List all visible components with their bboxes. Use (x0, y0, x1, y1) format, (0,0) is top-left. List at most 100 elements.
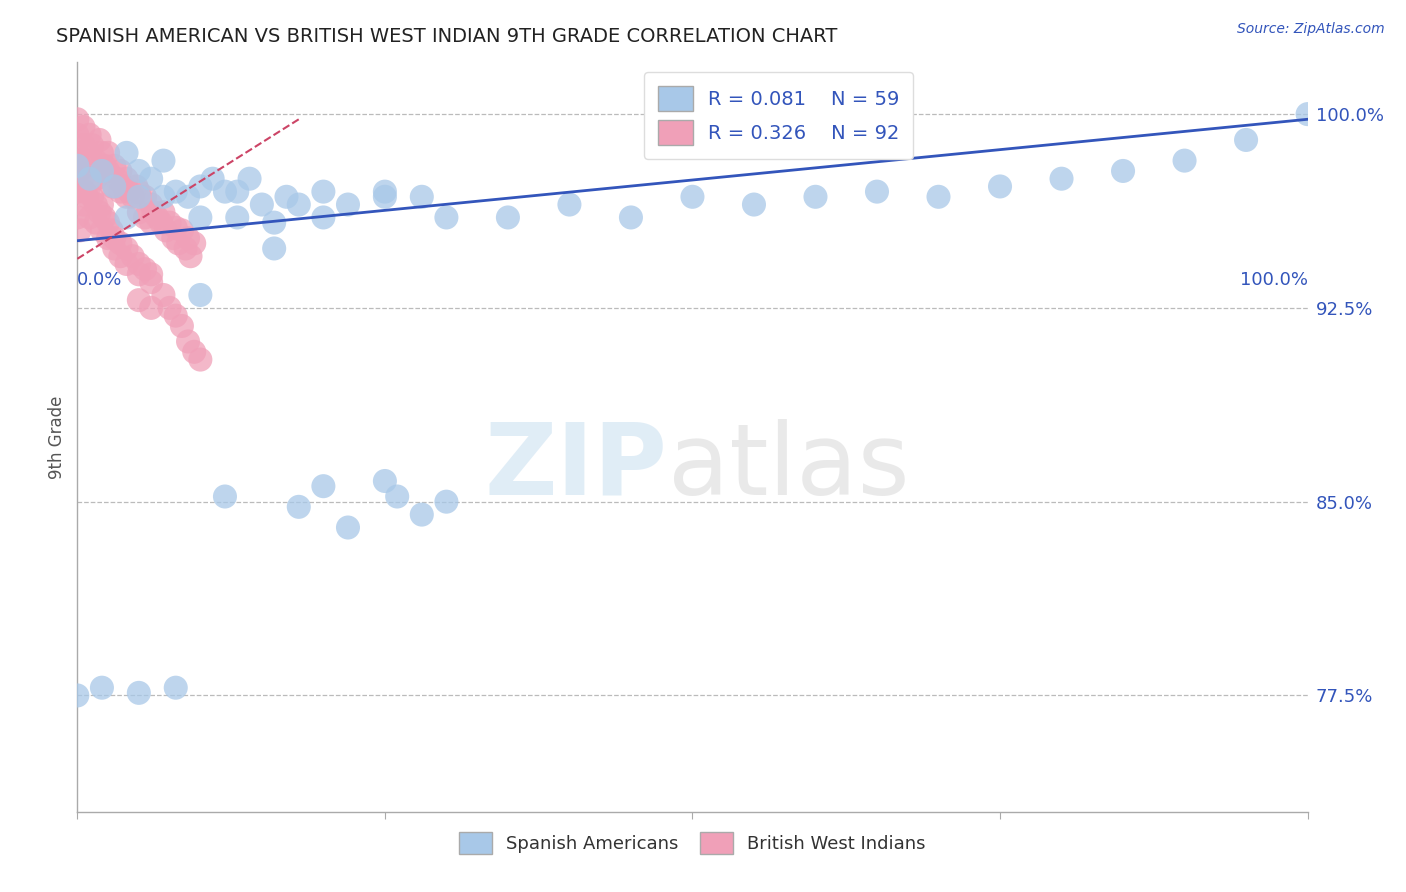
Point (76, 153, 98, 168)
Point (72, 197, 94, 211)
Point (165, 681, 187, 695)
Point (128, 268, 150, 282)
Point (337, 520, 360, 534)
Point (159, 216, 181, 230)
Point (170, 318, 193, 333)
Point (1112, 164, 1135, 178)
Point (112, 179, 135, 194)
Point (128, 257, 150, 271)
Point (89, 133, 111, 147)
Point (69, 223, 91, 237)
Text: SPANISH AMERICAN VS BRITISH WEST INDIAN 9TH GRADE CORRELATION CHART: SPANISH AMERICAN VS BRITISH WEST INDIAN … (56, 27, 838, 45)
Point (89, 205, 111, 219)
Point (118, 185, 141, 199)
Point (177, 334, 200, 349)
Point (141, 171, 163, 186)
Point (125, 179, 148, 194)
Point (165, 220, 187, 235)
Point (134, 211, 156, 225)
Point (115, 242, 138, 256)
Point (128, 185, 150, 199)
Point (103, 231, 125, 245)
Point (115, 257, 138, 271)
Point (128, 190, 150, 204)
Point (682, 190, 704, 204)
Point (496, 211, 519, 225)
Point (312, 211, 335, 225)
Point (312, 479, 335, 493)
Point (1296, 107, 1319, 121)
Point (155, 223, 177, 237)
Point (66, 128, 89, 142)
Point (90, 681, 114, 695)
Point (90, 164, 114, 178)
Text: ZIP: ZIP (485, 418, 668, 516)
Point (141, 301, 163, 315)
Point (165, 185, 187, 199)
Point (115, 171, 138, 186)
Point (374, 190, 396, 204)
Point (436, 211, 458, 225)
Point (928, 190, 950, 204)
Point (79, 179, 101, 194)
Point (79, 211, 101, 225)
Point (72, 120, 94, 134)
Point (150, 216, 173, 230)
Point (84, 153, 107, 168)
Point (152, 205, 174, 219)
Point (90, 164, 114, 178)
Point (183, 236, 205, 251)
Point (97, 164, 120, 178)
Point (558, 197, 581, 211)
Point (66, 689, 89, 703)
Point (128, 164, 150, 178)
Point (103, 179, 125, 194)
Point (79, 171, 101, 186)
Point (128, 205, 150, 219)
Point (804, 190, 827, 204)
Point (66, 112, 89, 127)
Point (110, 236, 132, 251)
Point (385, 490, 409, 504)
Point (66, 185, 89, 199)
Point (66, 159, 89, 173)
Point (128, 686, 150, 700)
Point (159, 301, 181, 315)
Point (110, 164, 132, 178)
Point (152, 288, 174, 302)
Point (121, 190, 143, 204)
Point (84, 171, 107, 186)
Point (288, 500, 311, 514)
Point (97, 231, 120, 245)
Point (115, 145, 138, 160)
Point (1234, 133, 1257, 147)
Point (110, 185, 132, 199)
Point (84, 197, 107, 211)
Point (79, 145, 101, 160)
Point (134, 262, 156, 277)
Point (103, 179, 125, 194)
Point (69, 164, 91, 178)
Point (177, 190, 200, 204)
Point (174, 242, 197, 256)
Point (141, 197, 163, 211)
Point (337, 197, 360, 211)
Point (201, 171, 224, 186)
Point (188, 211, 212, 225)
Point (170, 223, 193, 237)
Point (66, 211, 89, 225)
Point (620, 211, 643, 225)
Point (72, 138, 94, 153)
Point (115, 211, 138, 225)
Point (263, 216, 285, 230)
Point (188, 352, 212, 367)
Point (103, 159, 125, 173)
Text: atlas: atlas (668, 418, 910, 516)
Point (1174, 153, 1197, 168)
Point (146, 211, 169, 225)
Point (226, 211, 249, 225)
Point (1050, 171, 1073, 186)
Point (276, 190, 298, 204)
Point (90, 145, 114, 160)
Point (152, 190, 174, 204)
